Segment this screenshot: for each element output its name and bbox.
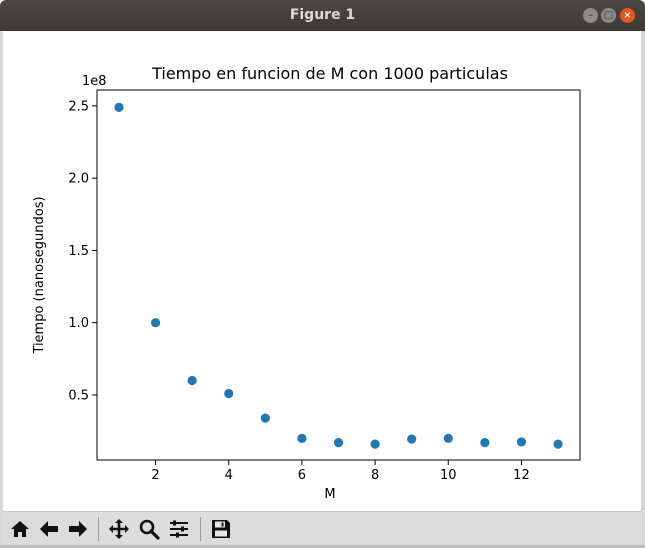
home-button[interactable] <box>7 516 33 542</box>
y-tick-label: 2.0 <box>68 172 89 187</box>
figure-canvas[interactable]: Tiempo en funcion de M con 1000 particul… <box>3 31 641 511</box>
close-button[interactable]: × <box>620 8 635 23</box>
toolbar-separator <box>98 517 99 541</box>
x-tick-label: 12 <box>513 468 530 483</box>
data-point <box>260 413 270 423</box>
x-tick-label: 8 <box>371 468 379 483</box>
x-axis: 2 4 6 8 10 12 <box>151 460 530 483</box>
data-point <box>187 375 197 386</box>
maximize-button[interactable]: □ <box>601 8 616 23</box>
y-offset-label: 1e8 <box>82 74 107 89</box>
window-border-left <box>0 31 3 545</box>
y-axis-label: Tiempo (nanosegundos) <box>32 196 47 354</box>
scatter-chart: Tiempo en funcion de M con 1000 particul… <box>32 64 581 502</box>
data-point <box>443 433 453 443</box>
data-point <box>553 439 563 449</box>
pan-button[interactable] <box>106 516 132 542</box>
back-button[interactable] <box>36 516 62 542</box>
x-tick-label: 2 <box>151 468 159 483</box>
data-point <box>114 102 124 112</box>
window-border-right <box>641 31 645 545</box>
window-bottom-edge <box>0 545 645 548</box>
forward-arrow-icon <box>69 521 87 537</box>
data-point <box>224 388 234 399</box>
x-tick-label: 6 <box>298 468 306 483</box>
subplots-icon <box>170 520 188 538</box>
y-tick-label: 1.0 <box>68 316 89 331</box>
data-point <box>407 434 417 444</box>
data-point <box>150 318 161 328</box>
zoom-icon <box>139 519 160 540</box>
y-tick-label: 2.5 <box>68 99 89 114</box>
navigation-toolbar <box>3 511 641 546</box>
data-point <box>297 433 307 443</box>
toolbar-separator <box>200 517 201 541</box>
forward-button[interactable] <box>65 516 91 542</box>
plot-area <box>96 89 581 461</box>
data-point <box>370 439 380 449</box>
data-points <box>114 102 563 449</box>
y-axis: 0.5 1.0 1.5 2.0 2.5 <box>68 99 97 403</box>
x-tick-label: 4 <box>225 468 233 483</box>
data-point <box>480 438 490 448</box>
y-tick-label: 1.5 <box>68 244 89 259</box>
data-point <box>516 437 527 447</box>
home-icon <box>11 521 29 537</box>
x-axis-label: M <box>324 487 335 502</box>
minimize-button[interactable]: – <box>583 8 598 23</box>
y-tick-label: 0.5 <box>68 388 89 403</box>
x-tick-label: 10 <box>440 468 457 483</box>
save-button[interactable] <box>208 516 234 542</box>
window-title: Figure 1 <box>289 7 356 23</box>
title-bar[interactable]: Figure 1 – □ × <box>0 0 645 31</box>
data-point <box>333 438 344 448</box>
pan-icon <box>109 519 129 539</box>
zoom-button[interactable] <box>136 516 162 542</box>
configure-subplots-button[interactable] <box>166 516 192 542</box>
save-icon <box>212 520 230 538</box>
back-arrow-icon <box>40 521 58 537</box>
chart-title: Tiempo en funcion de M con 1000 particul… <box>151 64 508 83</box>
